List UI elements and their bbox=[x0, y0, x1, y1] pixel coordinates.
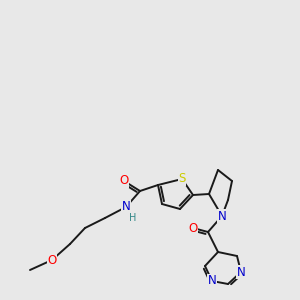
Text: O: O bbox=[119, 175, 129, 188]
Text: O: O bbox=[47, 254, 57, 266]
Text: H: H bbox=[129, 213, 137, 223]
Text: N: N bbox=[237, 266, 245, 278]
Text: N: N bbox=[218, 209, 226, 223]
Text: N: N bbox=[122, 200, 130, 214]
Text: N: N bbox=[208, 274, 216, 287]
Text: O: O bbox=[188, 221, 198, 235]
Text: S: S bbox=[178, 172, 186, 185]
